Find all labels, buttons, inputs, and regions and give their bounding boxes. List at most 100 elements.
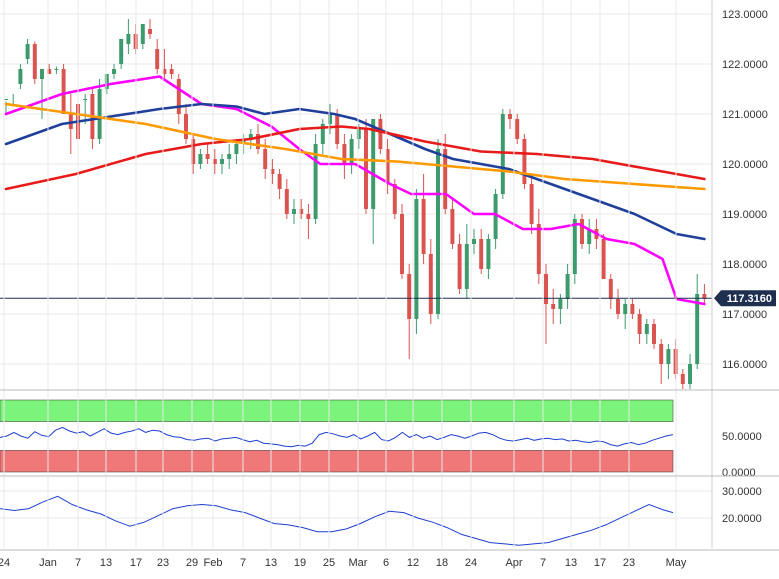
candle-up bbox=[126, 19, 131, 54]
candle-down bbox=[450, 199, 455, 249]
candle-down bbox=[608, 274, 613, 309]
candle-body bbox=[335, 114, 340, 144]
rsi-tick-label: 50.0000 bbox=[722, 431, 762, 443]
candle-body bbox=[558, 299, 563, 309]
candle-body bbox=[536, 224, 541, 274]
candle-up bbox=[472, 229, 476, 254]
candle-body bbox=[371, 119, 376, 209]
candle-body bbox=[61, 69, 66, 114]
candle-body bbox=[587, 229, 592, 244]
candle-up bbox=[644, 319, 649, 344]
candle-down bbox=[256, 124, 260, 154]
candle-body bbox=[601, 239, 606, 279]
candle-body bbox=[212, 159, 217, 164]
candle-body bbox=[140, 24, 145, 44]
candle-body bbox=[191, 139, 196, 164]
candle-body bbox=[652, 324, 656, 344]
candle-body bbox=[40, 69, 44, 79]
candle-body bbox=[306, 214, 311, 219]
candle-body bbox=[126, 34, 131, 44]
candle-body bbox=[155, 49, 160, 69]
candle-body bbox=[500, 114, 505, 194]
candle-up bbox=[328, 104, 332, 134]
moving-average-line-2 bbox=[4, 102, 706, 241]
adx-tick-label: 20.0000 bbox=[722, 513, 762, 525]
candle-body bbox=[104, 74, 109, 89]
candle-body bbox=[457, 244, 462, 289]
candle-body bbox=[18, 69, 23, 84]
candle-up bbox=[565, 264, 570, 309]
candle-body bbox=[544, 274, 548, 304]
candle-down bbox=[342, 134, 347, 179]
candle-body bbox=[464, 244, 469, 289]
x-tick-label: 7 bbox=[540, 557, 546, 569]
candle-body bbox=[702, 294, 707, 299]
x-tick-label: May bbox=[666, 557, 687, 569]
last-price-label: 117.3160 bbox=[727, 293, 772, 305]
candle-down bbox=[601, 234, 606, 279]
price-tick-label: 118.0000 bbox=[722, 259, 767, 271]
candle-body bbox=[450, 209, 455, 244]
candle-body bbox=[47, 69, 52, 74]
x-tick-label: 24 bbox=[465, 557, 477, 569]
candle-down bbox=[364, 119, 368, 214]
candle-body bbox=[428, 254, 433, 314]
candle-body bbox=[637, 314, 642, 334]
last-price-marker bbox=[714, 290, 776, 307]
candle-body bbox=[616, 299, 620, 314]
x-tick-label: 24 bbox=[0, 557, 10, 569]
candle-up bbox=[349, 134, 354, 174]
x-tick-label: 17 bbox=[130, 557, 142, 569]
candle-body bbox=[659, 344, 664, 364]
candle-down bbox=[155, 39, 160, 74]
candle-down bbox=[580, 214, 584, 249]
candle-body bbox=[162, 69, 167, 74]
rsi-oversold-band bbox=[0, 450, 674, 473]
candle-up bbox=[140, 24, 145, 49]
candle-body bbox=[234, 144, 239, 154]
candle-up bbox=[493, 189, 498, 249]
candle-body bbox=[565, 274, 570, 299]
candle-down bbox=[212, 149, 217, 174]
candle-up bbox=[666, 344, 671, 379]
candle-body bbox=[184, 114, 188, 139]
candle-body bbox=[493, 194, 498, 239]
candle-body bbox=[299, 209, 304, 214]
candle-body bbox=[666, 349, 671, 364]
x-tick-label: 7 bbox=[75, 557, 81, 569]
moving-average-line-1 bbox=[4, 75, 706, 306]
candle-down bbox=[32, 41, 37, 84]
x-tick-label: Feb bbox=[204, 557, 223, 569]
candle-down bbox=[680, 369, 685, 389]
candle-body bbox=[421, 199, 426, 254]
candle-up bbox=[320, 119, 325, 154]
candle-up bbox=[436, 139, 440, 319]
candle-body bbox=[205, 154, 210, 159]
candle-down bbox=[551, 289, 556, 324]
price-tick-label: 119.0000 bbox=[722, 209, 767, 221]
x-tick-label: 17 bbox=[594, 557, 606, 569]
price-tick-label: 120.0000 bbox=[722, 159, 768, 171]
candle-body bbox=[515, 119, 520, 139]
candle-body bbox=[32, 44, 37, 79]
candle-up bbox=[18, 64, 23, 89]
candle-body bbox=[241, 139, 246, 144]
candle-up bbox=[500, 109, 505, 199]
candle-up bbox=[587, 219, 592, 254]
candle-down bbox=[306, 204, 311, 239]
candle-body bbox=[320, 124, 325, 144]
candle-up bbox=[4, 99, 8, 114]
candle-down bbox=[637, 309, 642, 344]
candle-body bbox=[522, 139, 527, 184]
candle-down bbox=[522, 134, 527, 189]
candle-down bbox=[284, 179, 289, 219]
candle-body bbox=[400, 214, 404, 274]
candle-up bbox=[371, 119, 376, 244]
x-tick-label: 7 bbox=[240, 557, 246, 569]
candle-body bbox=[407, 274, 412, 319]
candle-body bbox=[385, 149, 390, 184]
x-tick-label: 19 bbox=[294, 557, 306, 569]
candle-body bbox=[443, 149, 448, 209]
candle-body bbox=[529, 184, 534, 224]
